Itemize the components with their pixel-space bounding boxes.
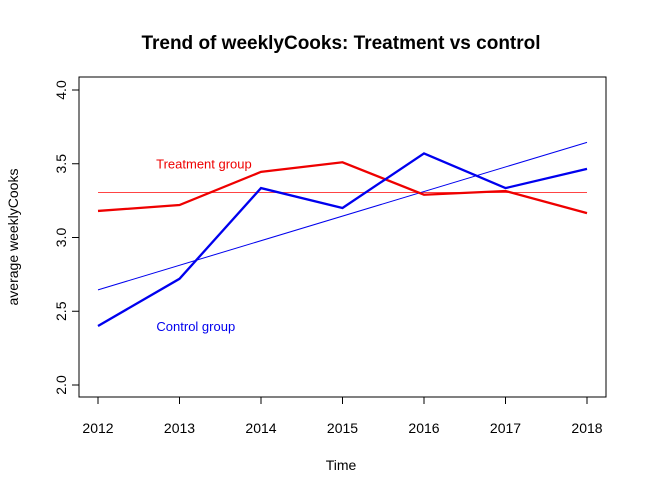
- y-tick-label: 2.0: [53, 375, 69, 395]
- y-tick-label: 4.0: [53, 80, 69, 100]
- y-tick-label: 3.0: [53, 228, 69, 248]
- treatment-group-label: Treatment group: [156, 157, 252, 172]
- chart-title: Trend of weeklyCooks: Treatment vs contr…: [141, 33, 540, 54]
- x-tick-label: 2015: [327, 420, 358, 436]
- annotations: Treatment group Control group: [156, 157, 252, 334]
- plot-frame: [78, 76, 607, 398]
- reference-lines: [97, 141, 588, 291]
- y-tick-label: 3.5: [53, 154, 69, 174]
- control-group-label: Control group: [156, 319, 235, 334]
- x-tick-label: 2012: [82, 420, 113, 436]
- y-tick-label: 2.5: [53, 301, 69, 321]
- x-tick-label: 2017: [490, 420, 521, 436]
- y-axis-label: average weeklyCooks: [5, 169, 21, 306]
- control-series-line: [97, 152, 588, 327]
- y-axis: 2.0 2.5 3.0 3.5 4.0: [53, 80, 80, 395]
- control-trend-line: [97, 141, 588, 291]
- x-tick-label: 2016: [408, 420, 439, 436]
- x-axis-label: Time: [326, 457, 357, 473]
- x-axis: 2012 2013 2014 2015 2016 2017 2018: [82, 396, 603, 436]
- treatment-series-line: [97, 161, 588, 215]
- x-tick-label: 2018: [571, 420, 602, 436]
- x-tick-label: 2013: [164, 420, 195, 436]
- series-layer: [97, 152, 588, 327]
- x-tick-label: 2014: [245, 420, 276, 436]
